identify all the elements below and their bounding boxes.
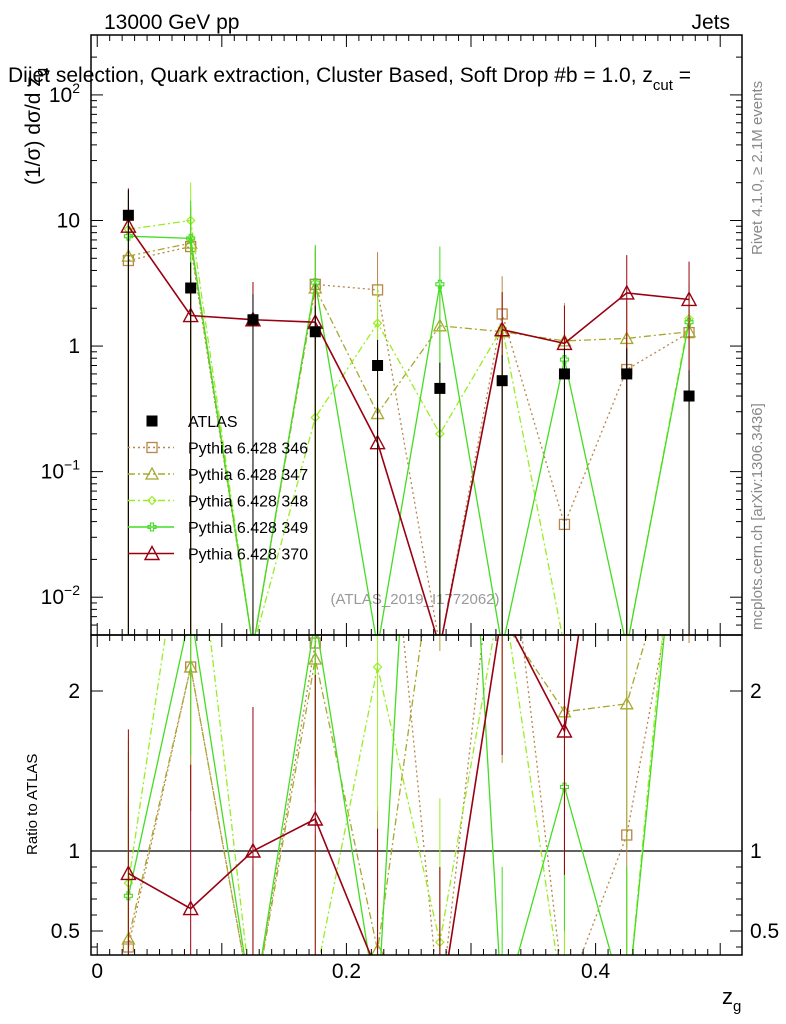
- legend-item-p349: Pythia 6.428 349: [128, 520, 308, 537]
- point-p348: [372, 318, 383, 329]
- point-atlas: [434, 382, 446, 394]
- point-p349: [559, 355, 570, 365]
- point-p349: [684, 317, 694, 327]
- point-p349: [435, 279, 445, 289]
- legend-marker-p370: [143, 545, 161, 561]
- ratio-frame: [90, 634, 743, 956]
- main-plot-area: [120, 182, 698, 635]
- ratio-ytick-label-right: 2: [750, 680, 762, 703]
- ratio-ytick-label-right: 1: [750, 840, 762, 863]
- main-ytick-label: 102: [49, 80, 80, 107]
- point-p349: [186, 233, 196, 243]
- subtitle-main: Dijet selection, Quark extraction, Clust…: [8, 64, 653, 87]
- watermark: (ATLAS_2019_I1772062): [330, 591, 499, 608]
- ratio-ytick-label-right: 0.5: [750, 920, 779, 943]
- legend-item-p346: Pythia 6.428 346: [128, 441, 308, 458]
- legend-marker-p348: [147, 495, 157, 506]
- xlabel-sub: g: [733, 998, 741, 1015]
- point-atlas: [496, 375, 508, 387]
- point-p370: [618, 284, 635, 300]
- ratio-line-p347: [127, 635, 648, 955]
- point-p370: [680, 290, 698, 307]
- point-atlas: [185, 282, 197, 294]
- main-ytick-label: 10: [57, 209, 80, 232]
- ratio-ytick-label-left: 1: [68, 840, 80, 863]
- series-line-p347: [128, 242, 690, 635]
- ratio-point-p347: [619, 696, 634, 710]
- legend-label-p346: Pythia 6.428 346: [188, 441, 308, 458]
- xlabel: zg: [722, 984, 741, 1015]
- point-atlas: [309, 326, 321, 338]
- axes: 10−2 10−1 1 10 102 0.5 0.5 1 1 2 2 0 0.2 0.4: [41, 34, 779, 983]
- xtick-label: 0: [91, 960, 103, 983]
- ratio-point-p349: [123, 891, 133, 901]
- series-line-p349: [128, 235, 690, 635]
- main-ytick-label: 10−1: [41, 457, 81, 484]
- legend-marker-p349: [147, 522, 157, 532]
- ratio-point-p349: [559, 782, 570, 792]
- subtitle-tail: =: [673, 64, 691, 87]
- legend-label-p370: Pythia 6.428 370: [188, 547, 308, 564]
- subtitle-sub: cut: [653, 77, 674, 94]
- xtick-label: 0.2: [332, 960, 361, 983]
- main-ytick-label: 10−2: [41, 582, 81, 609]
- ratio-ytick-label-left: 0.5: [51, 920, 80, 943]
- legend-item-p347: Pythia 6.428 347: [128, 466, 308, 484]
- legend-label-p348: Pythia 6.428 348: [188, 494, 308, 511]
- header-right: Jets: [691, 11, 730, 34]
- point-atlas: [558, 368, 570, 380]
- legend-item-p370: Pythia 6.428 370: [128, 545, 308, 564]
- header-left: 13000 GeV pp: [104, 11, 239, 34]
- rivet-label: Rivet 4.1.0, ≥ 2.1M events: [749, 81, 766, 255]
- ratio-plot-area: [91, 635, 742, 955]
- legend-marker-p347: [144, 466, 160, 480]
- point-p370: [493, 321, 511, 337]
- ratio-series-p370: [120, 635, 580, 955]
- point-atlas: [122, 209, 134, 221]
- mcplots-label: mcplots.cern.ch [arXiv:1306.3436]: [749, 403, 766, 630]
- ratio-ylabel: Ratio to ATLAS: [24, 754, 41, 855]
- legend-item-atlas: ATLAS: [146, 414, 238, 431]
- series-line-p348: [128, 219, 690, 635]
- ratio-point-p370: [307, 810, 324, 826]
- xtick-label: 0.4: [581, 960, 611, 983]
- main-ylabel: (1/σ) dσ/d zg: [22, 68, 50, 185]
- xlabel-main: z: [722, 984, 733, 1009]
- point-p349: [310, 278, 320, 288]
- legend-label-p349: Pythia 6.428 349: [188, 520, 308, 537]
- series-line-p370: [127, 225, 690, 635]
- ratio-point-p348: [372, 662, 383, 672]
- subtitle: Dijet selection, Quark extraction, Clust…: [8, 64, 691, 94]
- ratio-line-p349: [127, 635, 665, 955]
- point-atlas: [372, 360, 384, 372]
- point-atlas: [621, 368, 633, 380]
- ratio-ytick-label-left: 2: [68, 680, 80, 703]
- point-atlas: [683, 390, 695, 402]
- main-ylabel-sub: g: [33, 68, 50, 76]
- ratio-line-p348: [127, 635, 664, 955]
- series-atlas: [122, 189, 695, 635]
- legend-marker-p346: [146, 441, 158, 454]
- ratio-point-p370: [182, 900, 199, 916]
- legend-item-p348: Pythia 6.428 348: [128, 494, 308, 511]
- ratio-line-p370: [128, 635, 580, 955]
- legend: ATLAS Pythia 6.428 346 Pythia 6.428 347 Pyt…: [128, 414, 308, 564]
- main-ytick-label: 1: [68, 335, 80, 358]
- legend-label-p347: Pythia 6.428 347: [188, 467, 308, 484]
- ratio-point-p370: [120, 864, 137, 881]
- legend-label-atlas: ATLAS: [188, 414, 238, 431]
- ratio-point-p370: [244, 842, 262, 858]
- main-ylabel-main: (1/σ) dσ/d z: [22, 76, 45, 185]
- legend-marker-atlas: [146, 415, 158, 427]
- ratio-point-p370: [556, 722, 573, 738]
- point-atlas: [247, 314, 259, 326]
- main-frame: [90, 34, 743, 636]
